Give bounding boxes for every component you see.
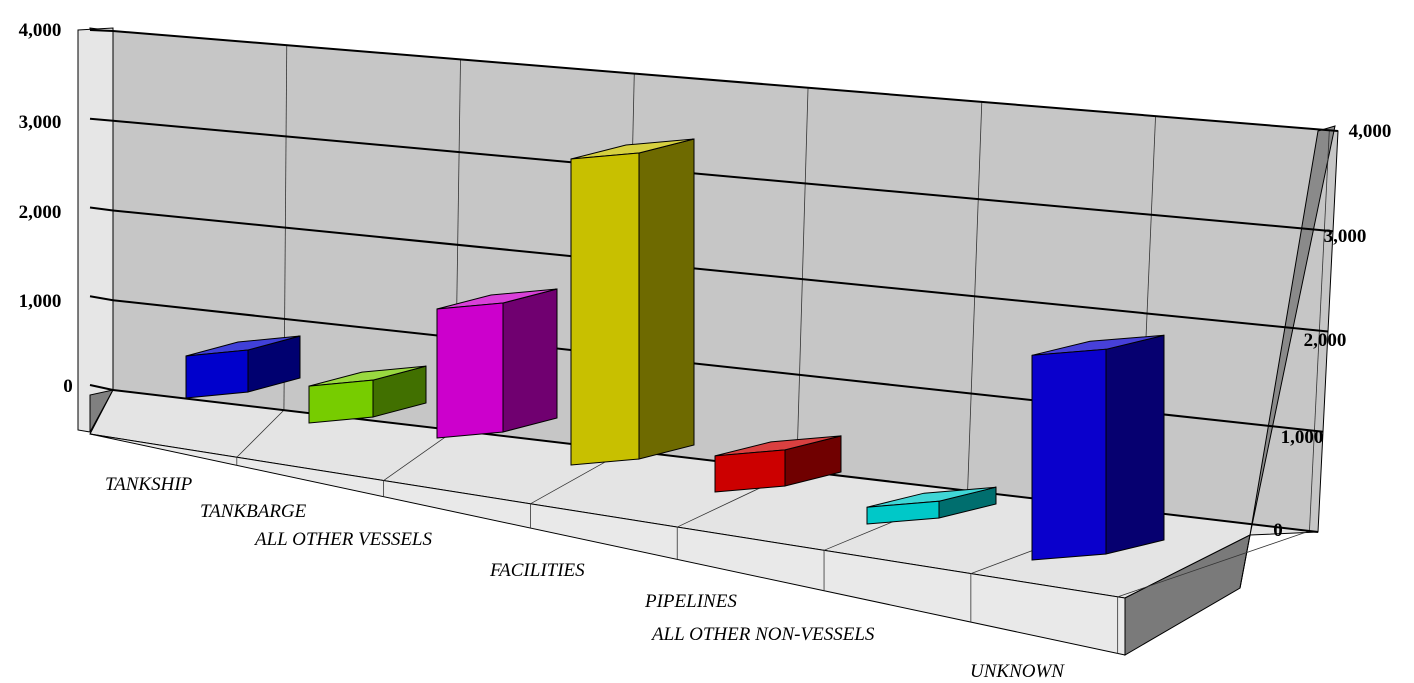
bars — [185, 138, 1165, 561]
bar-front — [714, 449, 786, 493]
bar-side — [502, 288, 558, 433]
category-label: ALL OTHER NON-VESSELS — [650, 624, 875, 645]
bar-2 — [436, 288, 558, 439]
right-tick-label: 3,000 — [1324, 226, 1367, 247]
floor-division — [1117, 530, 1310, 598]
bar-front — [436, 302, 504, 439]
right-tick-label: 0 — [1273, 520, 1283, 541]
left-tick-label: 1,000 — [19, 291, 62, 312]
category-label: TANKSHIP — [105, 474, 193, 495]
bar-1 — [308, 365, 427, 424]
right-side-wall — [1239, 125, 1336, 589]
bar-6 — [1031, 334, 1165, 561]
bar-5 — [866, 486, 997, 525]
left-wall-edge — [77, 27, 114, 433]
left-tick-label: 3,000 — [19, 112, 62, 133]
left-tick-label: 0 — [63, 376, 73, 397]
category-label: PIPELINES — [644, 591, 737, 612]
bar-3 — [570, 138, 695, 466]
bar-side — [638, 138, 695, 460]
bar-front — [866, 500, 940, 525]
bar-front — [570, 152, 640, 466]
bar-front — [308, 379, 374, 424]
bar-front — [1031, 348, 1107, 561]
floor-division — [383, 429, 456, 481]
right-tick-label: 1,000 — [1281, 427, 1324, 448]
gridline — [112, 30, 1339, 132]
category-label: ALL OTHER VESSELS — [253, 529, 433, 550]
left-tick-label: 4,000 — [19, 20, 62, 41]
left-y-axis: 0 1,000 2,000 3,000 4,000 — [19, 20, 73, 397]
side-gridline — [89, 295, 114, 302]
floor-division — [236, 409, 285, 458]
right-tick-label: 4,000 — [1349, 121, 1392, 142]
left-tick-label: 2,000 — [19, 202, 62, 223]
side-gridline — [89, 29, 114, 32]
right-y-axis: 0 1,000 2,000 3,000 4,000 — [1273, 121, 1391, 541]
category-label: FACILITIES — [489, 560, 585, 581]
right-tick-label: 2,000 — [1304, 330, 1347, 351]
chart-walls — [77, 27, 1339, 656]
bar-front — [185, 349, 249, 399]
category-label: TANKBARGE — [200, 501, 307, 522]
side-gridline — [89, 384, 114, 391]
bar-side — [1105, 334, 1165, 555]
gridline — [112, 119, 1334, 233]
category-label: UNKNOWN — [970, 661, 1065, 682]
side-gridline — [89, 206, 114, 212]
bar-4 — [714, 435, 842, 493]
gridline — [112, 209, 1329, 333]
category-labels: TANKSHIP TANKBARGE ALL OTHER VESSELS FACILI… — [105, 474, 1065, 682]
bar-0 — [185, 335, 301, 399]
side-gridline — [89, 117, 114, 122]
